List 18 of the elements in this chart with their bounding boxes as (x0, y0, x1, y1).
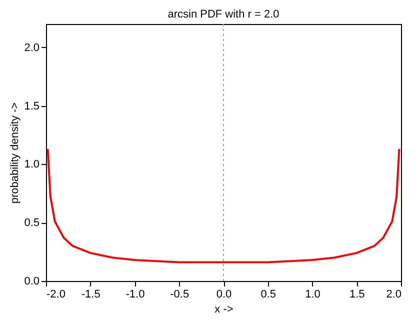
x-tick-label: 1.5 (349, 288, 365, 300)
y-tick-label: 1.5 (24, 100, 40, 112)
x-tick-label: -2.0 (46, 288, 66, 300)
y-tick-label: 0.0 (24, 276, 40, 288)
x-axis-title: x -> (214, 304, 234, 316)
chart-title: arcsin PDF with r = 2.0 (168, 8, 280, 20)
x-tick-label: 2.0 (386, 288, 402, 300)
x-tick-label: -1.5 (81, 288, 100, 300)
x-tick-label: -1.0 (126, 288, 145, 300)
y-tick-label: 1.0 (24, 158, 40, 171)
x-tick-label: 1.0 (305, 288, 320, 300)
line-series (46, 148, 400, 264)
y-tick-label: 2.0 (24, 42, 40, 54)
y-tick-label: 0.5 (24, 217, 40, 230)
x-tick-label: 0.0 (216, 288, 232, 300)
x-tick-label: 0.5 (260, 288, 276, 300)
x-tick-label: -0.5 (170, 288, 190, 300)
y-axis-title: probability density -> (9, 102, 22, 204)
